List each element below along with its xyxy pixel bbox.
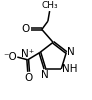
Text: CH₃: CH₃ [41,1,58,10]
Text: N: N [41,70,48,80]
Text: O: O [21,24,30,34]
Text: NH: NH [62,64,78,74]
Text: O: O [24,73,33,83]
Text: N: N [67,47,75,57]
Text: N⁺: N⁺ [21,49,34,59]
Text: ⁻O: ⁻O [3,52,17,62]
